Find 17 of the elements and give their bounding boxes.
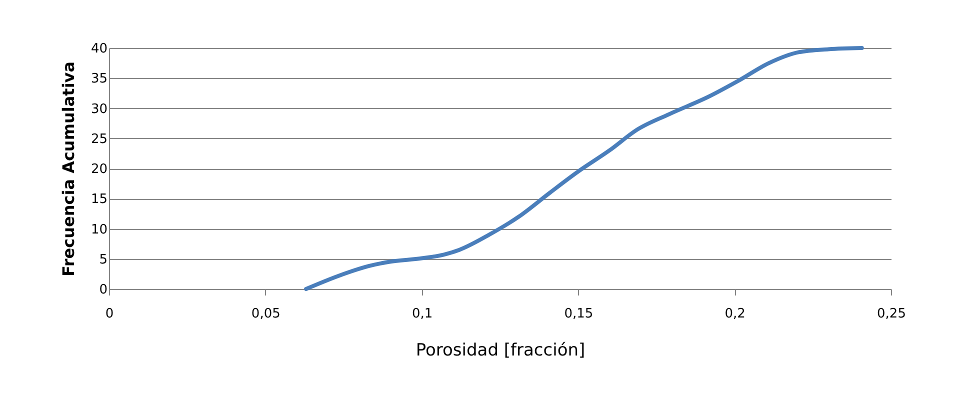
y-tick-label: 35 [90, 72, 108, 87]
x-tick-label: 0,05 [251, 306, 280, 322]
y-tick-label: 5 [99, 252, 108, 268]
y-tick-label: 15 [90, 192, 108, 208]
y-tick-label: 10 [90, 222, 108, 238]
x-tick-label: 0,15 [564, 306, 594, 322]
x-axis-title: Porosidad [fracción] [416, 340, 586, 360]
y-tick-label: 20 [90, 162, 108, 177]
y-tick-label: 40 [90, 42, 108, 56]
y-tick-label: 30 [90, 102, 108, 117]
x-tick-label: 0,25 [877, 306, 906, 322]
x-tick-label: 0,2 [724, 306, 746, 322]
line-series [304, 46, 864, 291]
y-tick-label: 25 [90, 132, 108, 147]
y-tick-label: 0 [99, 282, 108, 298]
x-tick-label: 0,1 [412, 306, 433, 322]
y-axis-title: Frecuencia Acumulativa [58, 61, 78, 277]
